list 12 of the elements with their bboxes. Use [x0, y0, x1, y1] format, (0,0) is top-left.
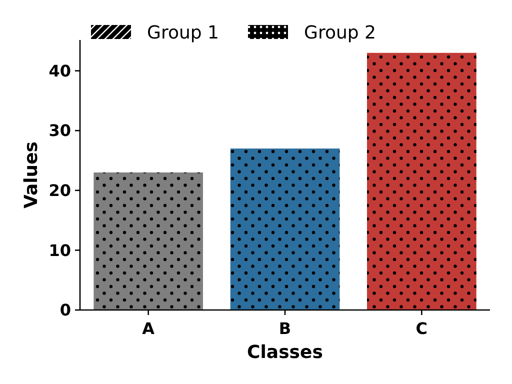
x-axis-title: Classes [247, 342, 323, 363]
x-tick-label: C [416, 319, 428, 338]
y-tick-label: 40 [48, 61, 71, 80]
legend-label: Group 1 [147, 22, 219, 44]
series-label: Group 2 [304, 22, 376, 44]
y-tick-label: 30 [48, 121, 71, 140]
y-axis-title: Values [21, 142, 42, 208]
y-tick-label: 10 [48, 240, 71, 260]
y-tick-label: 0 [60, 300, 71, 320]
y-tick-label: 20 [48, 181, 71, 200]
x-tick-label: A [142, 319, 156, 338]
x-tick-label: B [278, 319, 292, 338]
